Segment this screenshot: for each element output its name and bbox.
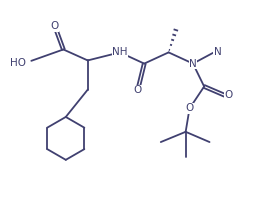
Text: O: O bbox=[185, 103, 194, 114]
Text: O: O bbox=[51, 21, 59, 31]
Text: O: O bbox=[133, 85, 142, 95]
Text: N: N bbox=[189, 59, 197, 69]
Text: N: N bbox=[214, 47, 222, 57]
Text: HO: HO bbox=[10, 58, 25, 68]
Text: O: O bbox=[225, 90, 233, 100]
Text: NH: NH bbox=[112, 47, 128, 57]
